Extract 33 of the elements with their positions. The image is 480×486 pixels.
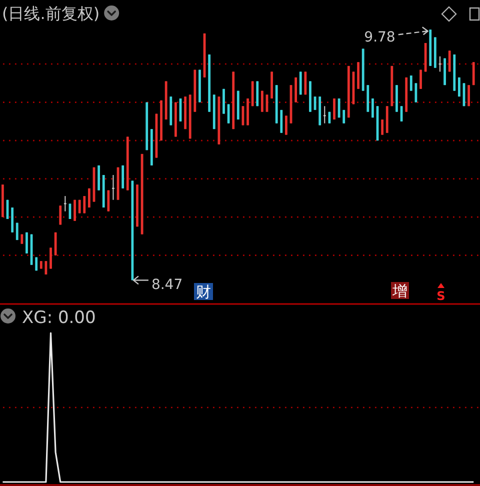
candlestick bbox=[83, 196, 86, 214]
candlestick bbox=[285, 115, 288, 136]
candlestick bbox=[381, 119, 384, 136]
candlestick bbox=[342, 109, 346, 124]
candlestick bbox=[468, 84, 470, 107]
candlestick bbox=[304, 71, 307, 96]
candlestick bbox=[50, 247, 52, 270]
candlestick bbox=[59, 205, 62, 226]
text: S bbox=[436, 289, 446, 303]
candlestick bbox=[54, 232, 57, 256]
annotation: 8.47 bbox=[151, 277, 183, 294]
candlestick bbox=[410, 75, 412, 92]
candlestick bbox=[26, 232, 28, 254]
candlestick bbox=[472, 62, 475, 86]
candlestick bbox=[122, 164, 124, 189]
text: 增 bbox=[392, 282, 408, 300]
candlestick bbox=[74, 199, 76, 222]
candlestick bbox=[44, 260, 48, 275]
candlestick bbox=[448, 50, 451, 72]
text: 财 bbox=[196, 283, 211, 301]
annotation: 9.78 bbox=[364, 30, 396, 46]
candlestick bbox=[112, 174, 114, 200]
chart-title: XG: 0.00 bbox=[22, 308, 96, 328]
candlestick bbox=[299, 71, 302, 96]
candlestick bbox=[280, 109, 283, 134]
candlestick bbox=[260, 90, 264, 112]
chart-title: (日线.前复权) bbox=[2, 4, 100, 23]
candlestick bbox=[420, 69, 422, 90]
candlestick bbox=[64, 196, 66, 212]
candlestick bbox=[323, 106, 326, 124]
candlestick bbox=[107, 190, 110, 212]
candlestick bbox=[35, 256, 38, 272]
candlestick bbox=[414, 82, 418, 103]
